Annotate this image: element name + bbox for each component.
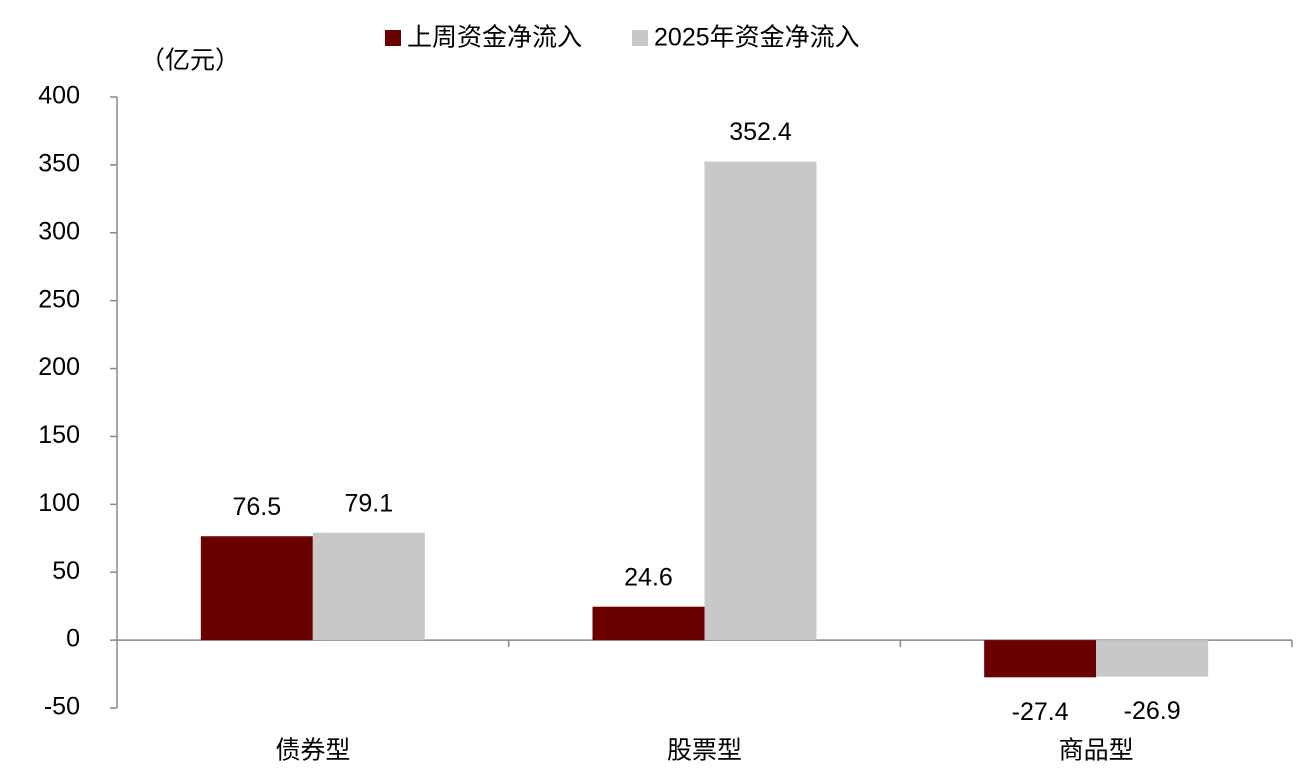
data-label: -27.4 bbox=[1012, 698, 1069, 726]
bar bbox=[1096, 640, 1209, 677]
y-tick-label: 0 bbox=[66, 625, 80, 653]
y-tick-label: 150 bbox=[38, 421, 80, 449]
bar bbox=[704, 161, 817, 641]
legend-label: 2025年资金净流入 bbox=[654, 24, 860, 52]
x-tick-label: 股票型 bbox=[667, 737, 742, 765]
legend-swatch bbox=[632, 30, 649, 46]
y-tick-label: 50 bbox=[52, 557, 80, 585]
y-tick-label: 250 bbox=[38, 285, 80, 313]
x-tick-label: 商品型 bbox=[1059, 737, 1134, 765]
data-label: 352.4 bbox=[729, 118, 792, 146]
bar bbox=[312, 532, 425, 641]
data-label: 24.6 bbox=[624, 563, 673, 591]
y-tick-label: 300 bbox=[38, 217, 80, 245]
data-label: 76.5 bbox=[232, 493, 281, 521]
data-label: 79.1 bbox=[344, 489, 393, 517]
bar bbox=[200, 536, 313, 641]
y-tick-label: 200 bbox=[38, 353, 80, 381]
y-tick-label: 100 bbox=[38, 489, 80, 517]
bar bbox=[592, 606, 705, 641]
y-tick-label: 350 bbox=[38, 149, 80, 177]
x-tick-label: 债券型 bbox=[275, 737, 350, 765]
y-tick-label: -50 bbox=[44, 693, 80, 721]
y-axis-label: （亿元） bbox=[140, 47, 240, 75]
bar bbox=[984, 640, 1097, 678]
data-label: -26.9 bbox=[1124, 697, 1181, 725]
legend-swatch bbox=[385, 30, 401, 46]
y-tick-label: 400 bbox=[38, 82, 80, 110]
legend-label: 上周资金净流入 bbox=[407, 24, 582, 52]
